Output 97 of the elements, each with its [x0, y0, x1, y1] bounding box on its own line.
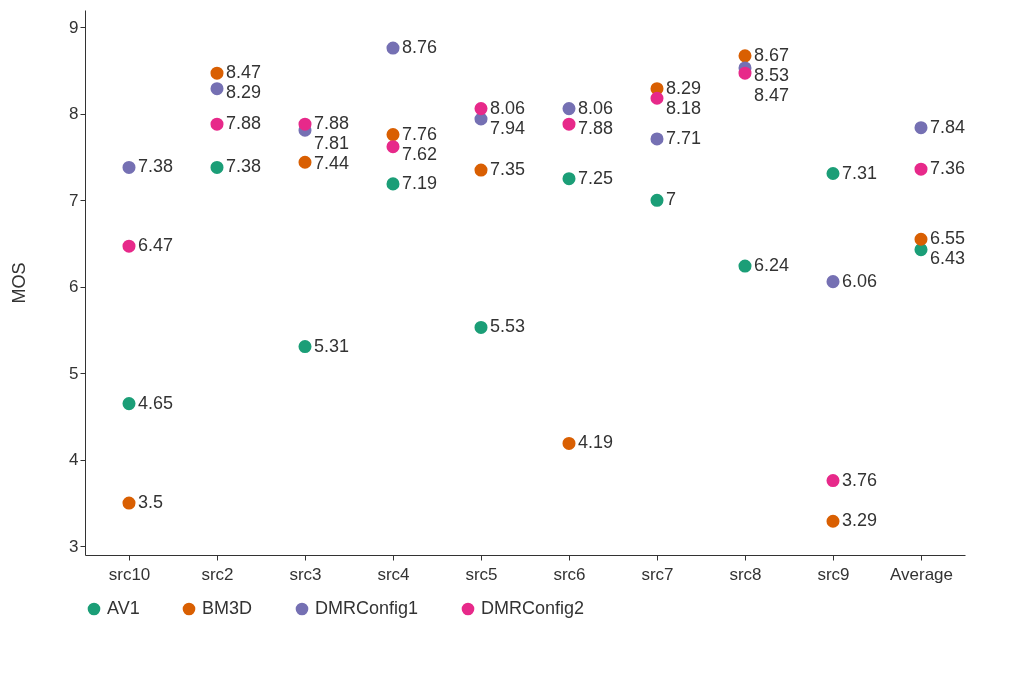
point: [826, 474, 840, 488]
data-label: 7.62: [402, 143, 438, 164]
y-tick-label: 6: [69, 277, 79, 297]
point: [298, 155, 312, 169]
data-label: 8.06: [490, 97, 526, 118]
data-label: 7.81: [314, 133, 350, 154]
x-tick-label: src8: [729, 564, 762, 584]
point: [298, 117, 312, 131]
data-label: 8.47: [226, 62, 262, 83]
point: [826, 514, 840, 528]
y-axis-title: MOS: [9, 262, 30, 304]
x-tick-label: Average: [889, 564, 954, 584]
x-tick-label: src5: [465, 564, 498, 584]
data-label: 3.29: [842, 510, 878, 531]
y-tick-label: 9: [69, 17, 79, 37]
data-label: 7.76: [402, 123, 438, 144]
data-label: 8.53: [754, 64, 790, 85]
point: [210, 82, 224, 96]
data-label: 6.06: [842, 270, 878, 291]
point: [122, 160, 136, 174]
y-tick-label: 5: [69, 363, 79, 383]
data-label: 7: [666, 189, 677, 210]
data-label: 7.88: [578, 117, 614, 138]
point: [914, 121, 928, 135]
point: [210, 66, 224, 80]
data-label: 7.44: [314, 153, 350, 174]
data-label: 6.24: [754, 255, 790, 276]
data-label: 8.29: [226, 82, 262, 103]
data-label: 7.36: [930, 158, 966, 179]
x-tick-label: src3: [289, 564, 322, 584]
data-label: 8.18: [666, 97, 702, 118]
point: [650, 132, 664, 146]
point: [914, 162, 928, 176]
legend-label: DMRConfig1: [315, 598, 419, 618]
data-label: 3.5: [138, 492, 164, 513]
point: [210, 117, 224, 131]
data-label: 7.88: [226, 113, 262, 134]
data-label: 7.38: [138, 156, 174, 177]
data-label: 3.76: [842, 469, 878, 490]
point: [738, 66, 752, 80]
data-label: 5.31: [314, 335, 350, 356]
legend-label: DMRConfig2: [481, 598, 585, 618]
data-label: 6.47: [138, 235, 174, 256]
data-label: 7.19: [402, 172, 438, 193]
point: [738, 49, 752, 63]
x-tick-label: src2: [201, 564, 234, 584]
data-label: 7.35: [490, 159, 526, 180]
data-label: 4.19: [578, 432, 614, 453]
data-label: 5.53: [490, 316, 526, 337]
x-tick-label: src4: [377, 564, 410, 584]
data-label: 8.29: [666, 77, 702, 98]
point: [738, 259, 752, 273]
data-label: 7.94: [490, 117, 526, 138]
data-label: 6.43: [930, 248, 966, 269]
data-label: 4.65: [138, 392, 174, 413]
data-label: 8.76: [402, 37, 438, 58]
data-label: 7.31: [842, 162, 878, 183]
point: [386, 140, 400, 154]
x-tick-label: src9: [817, 564, 850, 584]
y-tick-label: 7: [69, 190, 79, 210]
data-label: 7.38: [226, 156, 262, 177]
point: [562, 102, 576, 116]
data-label: 8.67: [754, 44, 790, 65]
data-label: 7.88: [314, 113, 350, 134]
point: [474, 163, 488, 177]
data-label: 7.84: [930, 116, 966, 137]
point: [562, 436, 576, 450]
point: [386, 128, 400, 142]
data-label: 7.71: [666, 127, 702, 148]
point: [474, 102, 488, 116]
x-tick-label: src7: [641, 564, 674, 584]
point: [210, 160, 224, 174]
point: [122, 496, 136, 510]
data-label: 8.06: [578, 97, 614, 118]
y-tick-label: 3: [69, 536, 79, 556]
point: [826, 275, 840, 289]
data-label: 8.47: [754, 84, 790, 105]
x-tick-label: src10: [108, 564, 151, 584]
legend-label: BM3D: [202, 598, 253, 618]
y-tick-label: 4: [69, 450, 79, 470]
point: [650, 193, 664, 207]
data-label: 7.25: [578, 167, 614, 188]
point: [386, 41, 400, 55]
legend-label: AV1: [107, 598, 140, 618]
point: [122, 397, 136, 411]
point: [914, 232, 928, 246]
data-label: 6.55: [930, 228, 966, 249]
point: [122, 239, 136, 253]
point: [298, 340, 312, 354]
point: [826, 166, 840, 181]
y-tick-label: 8: [69, 104, 79, 124]
point: [562, 117, 576, 131]
point: [474, 320, 488, 334]
point: [386, 177, 400, 191]
point: [650, 91, 664, 105]
point: [562, 172, 576, 186]
x-tick-label: src6: [553, 564, 586, 584]
